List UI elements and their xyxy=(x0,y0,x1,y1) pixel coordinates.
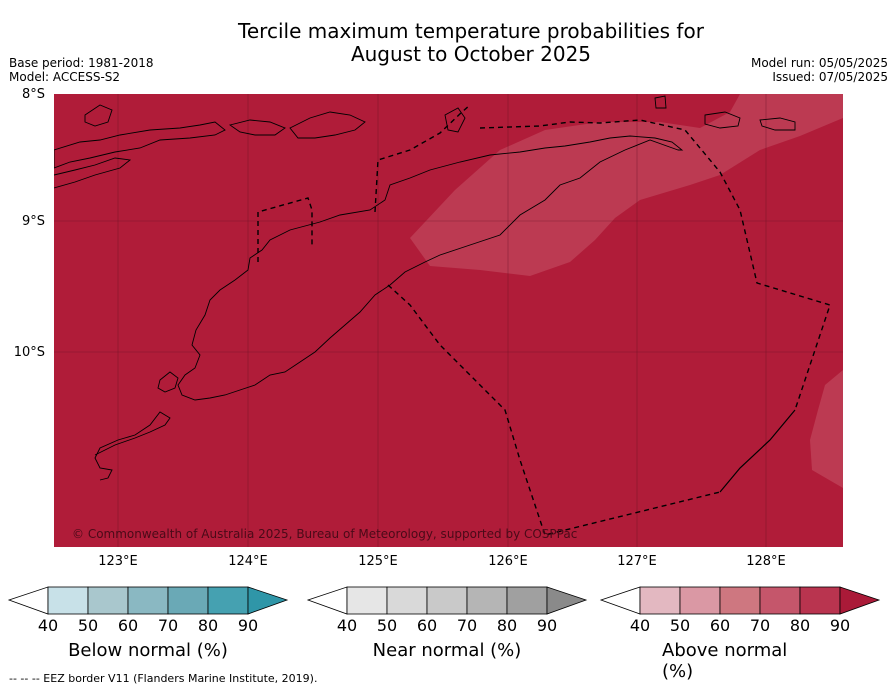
colorbar-tick: 40 xyxy=(629,616,651,635)
eez-legend-footnote: -- -- -- EEZ border V11 (Flanders Marine… xyxy=(9,672,318,685)
title-line-2: August to October 2025 xyxy=(350,42,592,66)
eez-border xyxy=(257,104,831,536)
above-normal-70-80-area xyxy=(410,94,843,276)
colorbar-label-near: Near normal (%) xyxy=(372,640,522,661)
lon-label: 127°E xyxy=(617,554,657,569)
colorbar-tick: 40 xyxy=(336,616,358,635)
colorbar-near-normal xyxy=(306,586,588,615)
colorbar-label-below: Below normal (%) xyxy=(68,640,228,661)
colorbar-tick: 90 xyxy=(237,616,259,635)
colorbar-tick: 70 xyxy=(749,616,771,635)
map-title: Tercile maximum temperature probabilitie… xyxy=(0,20,896,66)
issued-text: Issued: 07/05/2025 xyxy=(772,70,888,84)
above-normal-70-80-area-east xyxy=(810,370,843,488)
colorbar-tick: 40 xyxy=(37,616,59,635)
model-run-text: Model run: 05/05/2025 xyxy=(750,56,888,70)
moa-outline xyxy=(759,117,796,131)
model-text: Model: ACCESS-S2 xyxy=(9,70,121,84)
colorbar-tick: 90 xyxy=(829,616,851,635)
colorbar-tick: 50 xyxy=(376,616,398,635)
lon-label: 126°E xyxy=(488,554,528,569)
colorbar-tick: 80 xyxy=(789,616,811,635)
alor-outline xyxy=(289,111,366,139)
graticule xyxy=(54,94,843,547)
colorbar-below-normal xyxy=(7,586,289,615)
base-period-text: Base period: 1981-2018 xyxy=(9,56,154,70)
flores-east-outline xyxy=(54,157,132,189)
kisar-outline xyxy=(654,95,667,109)
lat-label: 10°S xyxy=(13,345,45,360)
rote-outline xyxy=(157,371,179,393)
lat-label: 9°S xyxy=(21,214,45,229)
lat-label: 8°S xyxy=(21,87,45,102)
colorbar-tick: 50 xyxy=(77,616,99,635)
border-solid-segment xyxy=(719,409,796,493)
sumba-outline xyxy=(84,104,113,127)
lon-label: 128°E xyxy=(746,554,786,569)
leti-outline xyxy=(704,111,741,129)
sawu-outline xyxy=(94,411,171,481)
info-left: Base period: 1981-2018 Model: ACCESS-S2 xyxy=(9,56,154,84)
colorbar-label-above: Above normal (%) xyxy=(662,640,788,682)
colorbar-tick: 60 xyxy=(709,616,731,635)
copyright-text: © Commonwealth of Australia 2025, Bureau… xyxy=(72,527,578,541)
wetar-outline xyxy=(228,119,286,136)
timor-island-outline xyxy=(177,135,684,401)
colorbar-tick: 70 xyxy=(157,616,179,635)
lon-label: 125°E xyxy=(358,554,398,569)
atauro-outline xyxy=(444,107,466,133)
flores-outline xyxy=(54,121,226,169)
coastlines xyxy=(54,95,796,481)
colorbar-tick: 60 xyxy=(117,616,139,635)
title-line-1: Tercile maximum temperature probabilitie… xyxy=(238,19,704,43)
colorbar-tick: 50 xyxy=(669,616,691,635)
colorbar-tick: 70 xyxy=(456,616,478,635)
colorbar-tick: 90 xyxy=(536,616,558,635)
colorbar-tick: 80 xyxy=(197,616,219,635)
colorbar-above-normal xyxy=(599,586,881,615)
info-right: Model run: 05/05/2025 Issued: 07/05/2025 xyxy=(751,56,888,84)
lon-label: 123°E xyxy=(98,554,138,569)
colorbar-tick: 60 xyxy=(416,616,438,635)
colorbar-tick: 80 xyxy=(496,616,518,635)
lon-label: 124°E xyxy=(228,554,268,569)
